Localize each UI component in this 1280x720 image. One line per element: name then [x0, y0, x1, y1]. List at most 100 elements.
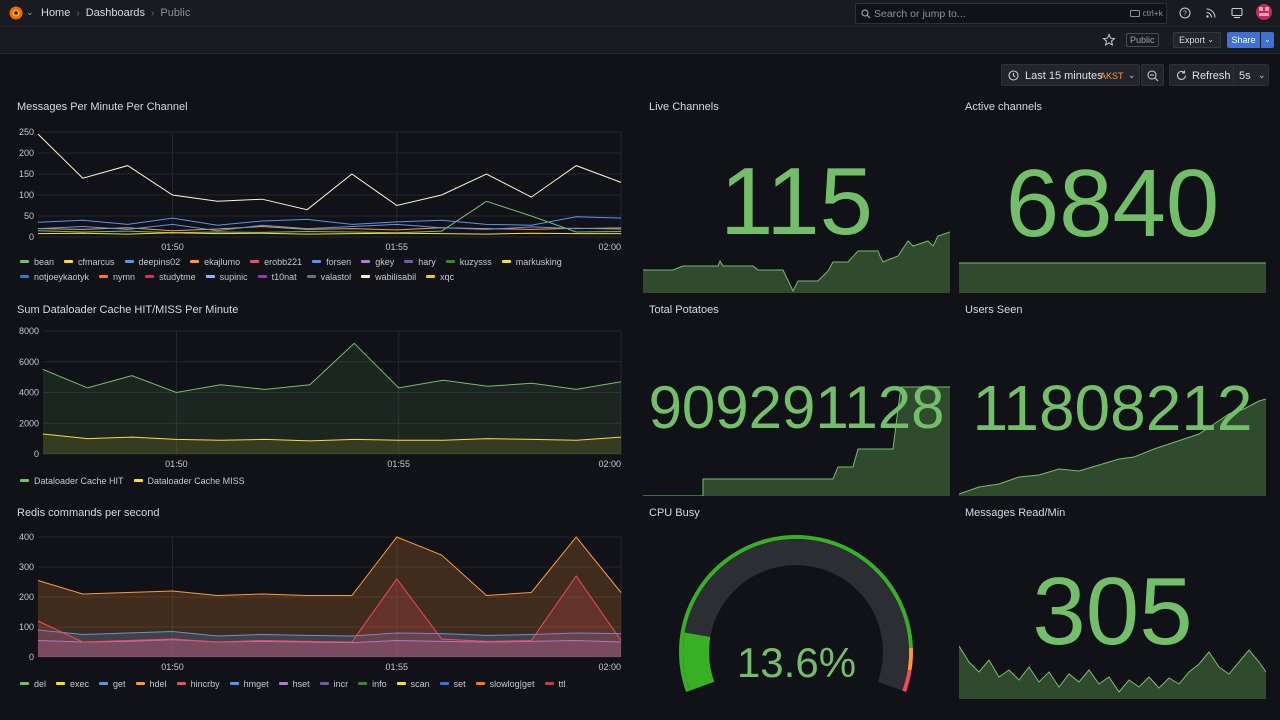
series-line-bean	[37, 200, 622, 234]
legend-item[interactable]: Dataloader Cache MISS	[133, 475, 245, 486]
breadcrumb-dashboards[interactable]: Dashboards	[85, 7, 146, 19]
legend-item[interactable]: erobb221	[250, 256, 302, 267]
series-line-deepins02	[37, 216, 622, 226]
legend-item[interactable]: hincrby	[176, 678, 220, 689]
legend-item[interactable]: scan	[396, 678, 430, 689]
series-line-cfmarcus	[37, 232, 621, 235]
legend-swatch	[396, 682, 406, 685]
legend-item[interactable]: kuzysss	[445, 256, 492, 267]
search-input[interactable]: Search or jump to... ctrl+k	[855, 3, 1167, 24]
legend-item[interactable]: ttl	[544, 678, 566, 689]
sparkline	[643, 231, 950, 293]
legend-item[interactable]: ekajlumo	[190, 256, 240, 267]
legend-label: t10nat	[271, 271, 297, 282]
legend-swatch	[20, 275, 29, 278]
legend-item[interactable]: nymn	[99, 271, 135, 282]
series-area-Dataloader Cache HIT	[43, 343, 621, 454]
public-tag: Public	[1126, 33, 1159, 47]
rss-icon[interactable]	[1205, 7, 1217, 19]
legend-item[interactable]: get	[99, 678, 126, 689]
legend-item[interactable]: studytme	[145, 271, 196, 282]
legend-label: erobb221	[264, 256, 303, 267]
legend-item[interactable]: supinic	[205, 271, 248, 282]
breadcrumb-home[interactable]: Home	[41, 7, 71, 19]
series-line-forsen	[37, 223, 622, 232]
legend-item[interactable]: hmget	[229, 678, 269, 689]
legend-label: Dataloader Cache MISS	[147, 475, 245, 486]
legend-item[interactable]: hset	[278, 678, 310, 689]
x-tick-label: 01:55	[386, 242, 409, 252]
help-icon[interactable]: ?	[1179, 7, 1191, 19]
legend-item[interactable]: set	[439, 678, 466, 689]
legend-item[interactable]: notjoeykaotyk	[20, 271, 89, 282]
refresh-interval[interactable]: 5s	[1239, 70, 1251, 82]
y-tick-label: 4000	[19, 388, 39, 398]
y-tick-label: 200	[19, 148, 34, 158]
legend-swatch	[306, 275, 316, 278]
series-area-hdel	[38, 639, 621, 657]
legend-item[interactable]: forsen	[312, 256, 351, 267]
legend-item[interactable]: slowlog|get	[475, 678, 535, 689]
zoom-out-button[interactable]	[1141, 64, 1164, 86]
panel-title: Live Channels	[649, 101, 719, 113]
share-options-chevron-icon[interactable]: ⌄	[1261, 32, 1274, 48]
legend-item[interactable]: wabilisabil	[361, 271, 416, 282]
export-button[interactable]: Export ⌄	[1173, 32, 1221, 48]
legend-swatch	[145, 275, 155, 278]
breadcrumb: Home › Dashboards › Public	[41, 7, 190, 19]
series-line-del	[37, 536, 622, 597]
svg-text:?: ?	[1183, 11, 1187, 18]
legend-label: nymn	[113, 271, 136, 282]
user-avatar[interactable]	[1256, 4, 1272, 20]
users-seen-panel: Users Seen 11808212	[959, 299, 1266, 496]
legend-item[interactable]: xqc	[426, 271, 454, 282]
share-button[interactable]: Share	[1227, 32, 1260, 48]
legend-label: gkey	[375, 256, 395, 267]
series-line-Dataloader Cache MISS	[42, 433, 622, 442]
legend-item[interactable]: del	[20, 678, 46, 689]
zoom-out-icon	[1147, 70, 1159, 82]
legend-item[interactable]: t10nat	[257, 271, 297, 282]
gauge-threshold-red	[902, 669, 912, 692]
legend-swatch	[445, 260, 455, 263]
legend-label: valastol	[320, 271, 352, 282]
legend-item[interactable]: info	[358, 678, 387, 689]
x-tick-label: 02:00	[598, 242, 621, 252]
legend-swatch	[475, 682, 485, 685]
search-placeholder: Search or jump to...	[874, 8, 966, 20]
legend-item[interactable]: incr	[319, 678, 348, 689]
grafana-logo-icon[interactable]	[8, 5, 24, 21]
dataloader-cache-chart[interactable]: 0 2000 4000 6000 8000 01:50 01:55 02:00	[8, 323, 636, 493]
star-icon[interactable]	[1102, 33, 1116, 47]
legend-item[interactable]: markusking	[501, 256, 562, 267]
time-range-picker[interactable]: Last 15 minutes AKST ⌄	[1001, 64, 1140, 86]
cpu-gauge	[679, 534, 913, 692]
legend-item[interactable]: gkey	[361, 256, 394, 267]
legend-item[interactable]: exec	[56, 678, 89, 689]
legend-swatch	[257, 275, 267, 278]
legend-item[interactable]: hdel	[135, 678, 167, 689]
legend-item[interactable]: Dataloader Cache HIT	[20, 475, 124, 486]
y-tick-label: 300	[19, 562, 34, 572]
series-line-get	[37, 629, 622, 637]
monitor-icon[interactable]	[1231, 7, 1243, 19]
live-channels-panel: Live Channels 115	[643, 96, 950, 293]
legend-item[interactable]: cfmarcus	[64, 256, 115, 267]
legend-item[interactable]: bean	[20, 256, 54, 267]
gauge-value-arc	[683, 632, 715, 691]
series-line-hdel	[37, 639, 622, 644]
gauge-threshold-orange	[907, 647, 913, 671]
redis-commands-chart[interactable]: 0 100 200 300 400 01:50 01:55 02:00	[8, 526, 636, 698]
menu-chevron-down-icon[interactable]: ⌄	[26, 7, 34, 17]
legend-item[interactable]: deepins02	[124, 256, 180, 267]
legend-swatch	[439, 682, 449, 685]
legend-item[interactable]: valastol	[306, 271, 352, 282]
refresh-button[interactable]: Refresh 5s ⌄	[1169, 64, 1269, 86]
messages-per-minute-chart[interactable]: 0 50 100 150 200 250 01:50 01:55 02:00	[8, 124, 636, 284]
legend-label: hmget	[243, 678, 269, 689]
chart-legend: Dataloader Cache HIT Dataloader Cache MIS…	[20, 475, 630, 486]
panel-title: Total Potatoes	[649, 304, 719, 316]
sparkline	[959, 262, 1266, 293]
legend-item[interactable]: hary	[404, 256, 436, 267]
panel-title: Active channels	[965, 101, 1043, 113]
